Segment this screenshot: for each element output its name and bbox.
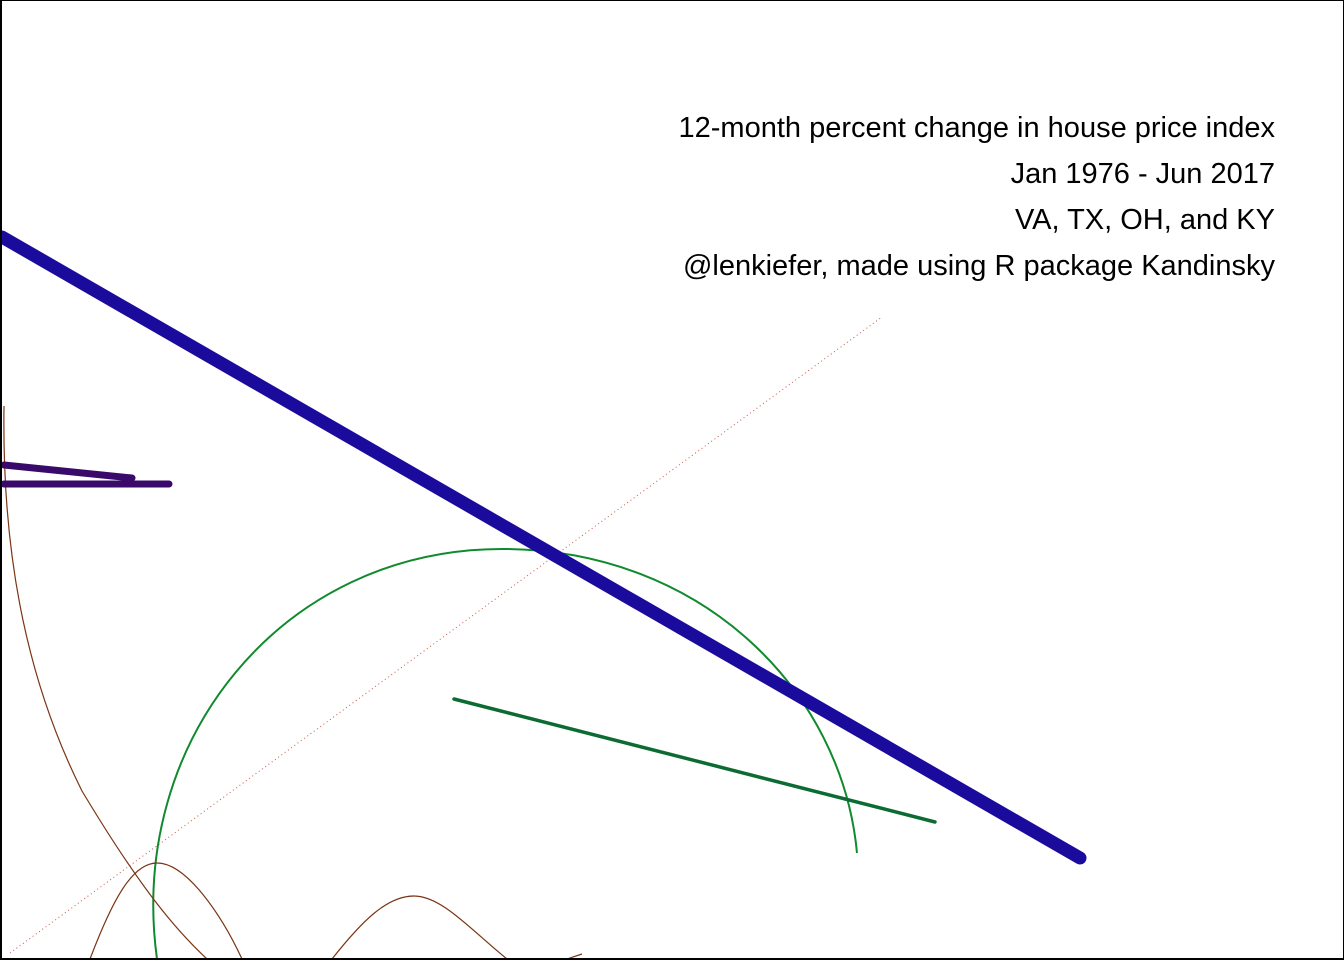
- brown-bottom-hump: [332, 895, 507, 958]
- brown-bottom-wave: [89, 862, 243, 958]
- dotted-diagonal-line: [9, 316, 883, 954]
- caption-states: VA, TX, OH, and KY: [1014, 204, 1275, 236]
- thick-blue-diagonal-line: [2, 230, 1087, 865]
- caption-title: 12-month percent change in house price i…: [678, 112, 1276, 144]
- green-arc: [152, 547, 858, 958]
- purple-line-upper: [2, 461, 136, 482]
- caption-block: 12-month percent change in house price i…: [679, 105, 1276, 289]
- brown-left-curve: [3, 405, 207, 958]
- caption-credit: @lenkiefer, made using R package Kandins…: [682, 250, 1275, 282]
- brown-bottom-stub: [568, 953, 583, 958]
- green-line: [452, 697, 937, 824]
- caption-date-range: Jan 1976 - Jun 2017: [1010, 158, 1275, 190]
